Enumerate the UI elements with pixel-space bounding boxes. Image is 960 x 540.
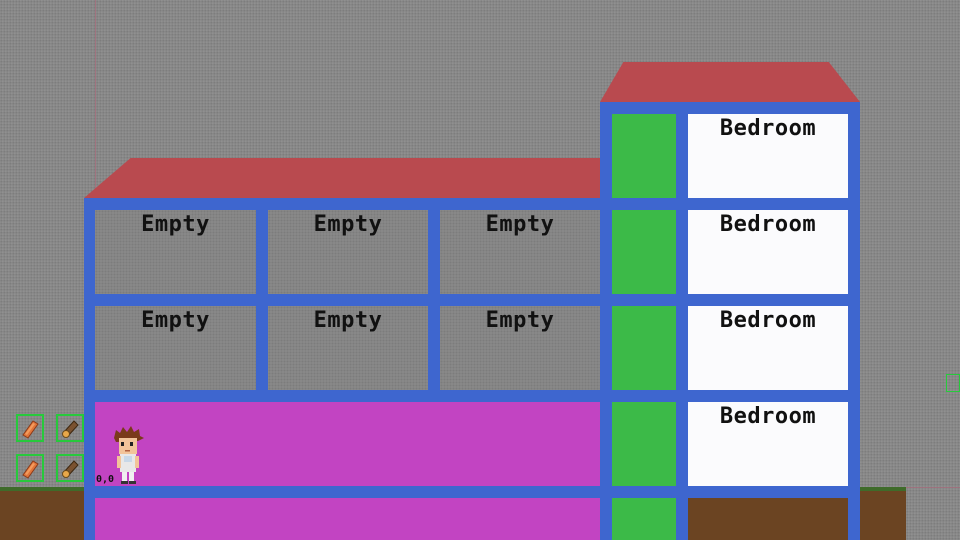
room-label: Empty [485,212,555,237]
grass-right [858,487,906,491]
player-position-label: 0,0 [96,474,115,485]
inventory-slot[interactable] [16,454,44,482]
inventory-slot[interactable] [56,454,84,482]
room-label: Empty [141,308,210,333]
dirt-ground-left [0,490,86,540]
room-label: Bedroom [719,212,817,237]
roof-right [600,62,860,102]
elevator-shaft-segment[interactable] [612,306,676,390]
elevator-shaft-segment[interactable] [612,210,676,294]
room-bedroom[interactable]: Bedroom [688,114,848,198]
player-character[interactable] [108,424,148,486]
grass-left [0,487,86,491]
room-label: Bedroom [719,404,817,429]
roof-left [84,158,602,198]
elevator-shaft-segment[interactable] [612,114,676,198]
room-label: Empty [313,212,383,237]
elevator-shaft-segment[interactable] [612,402,676,486]
room-label: Empty [485,308,555,333]
room-label: Bedroom [719,116,817,141]
room-empty[interactable]: Empty [268,306,428,390]
dirt-ground-right [858,490,906,540]
brick-icon [22,460,39,479]
inventory-slot[interactable] [56,414,84,442]
room-empty[interactable]: Empty [440,306,600,390]
lobby-floor[interactable] [95,402,600,486]
log-icon [62,460,79,478]
room-label: Bedroom [719,308,817,333]
horizontal-guide-line [860,487,960,488]
room-bedroom[interactable]: Bedroom [688,402,848,486]
dirt-under-bedrooms [688,498,848,540]
room-empty[interactable]: Empty [268,210,428,294]
room-bedroom[interactable]: Bedroom [688,210,848,294]
offscreen-slot[interactable] [946,374,960,392]
log-icon [62,420,79,438]
room-empty[interactable]: Empty [440,210,600,294]
room-bedroom[interactable]: Bedroom [688,306,848,390]
inventory-slot[interactable] [16,414,44,442]
room-empty[interactable]: Empty [95,210,256,294]
room-empty[interactable]: Empty [95,306,256,390]
room-label: Empty [141,212,210,237]
brick-icon [22,420,39,439]
elevator-shaft-segment[interactable] [612,498,676,540]
basement-floor[interactable] [95,498,600,540]
room-label: Empty [313,308,383,333]
